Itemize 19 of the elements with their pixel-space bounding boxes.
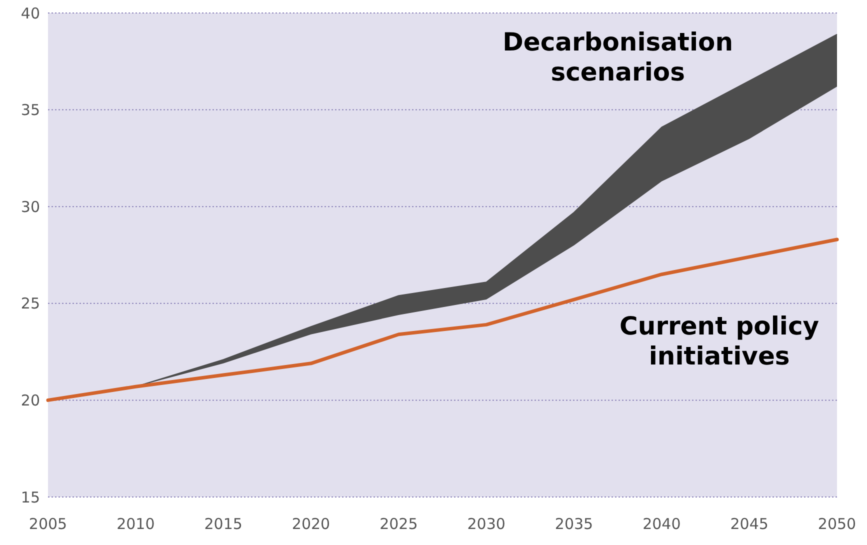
x-tick-label: 2010 — [116, 515, 155, 533]
x-tick-label: 2035 — [554, 515, 594, 533]
y-tick-label: 40 — [20, 4, 40, 22]
y-tick-label: 35 — [20, 101, 40, 120]
x-tick-label: 2030 — [467, 515, 506, 533]
x-tick-label: 2005 — [28, 515, 68, 533]
x-tick-label: 2045 — [730, 515, 768, 533]
y-tick-label: 25 — [20, 294, 40, 313]
x-tick-label: 2025 — [380, 515, 418, 533]
y-tick-label: 15 — [20, 488, 40, 506]
y-tick-label: 20 — [20, 391, 40, 410]
line-series — [46, 238, 839, 402]
x-tick-label: 2050 — [818, 515, 856, 533]
series-label: Current policy initiatives — [620, 311, 820, 370]
y-tick-label: 30 — [20, 198, 40, 216]
x-tick-label: 2040 — [642, 515, 681, 533]
x-tick-label: 2020 — [292, 515, 330, 533]
x-tick-label: 2015 — [204, 515, 242, 533]
series-label: Decarbonisation scenarios — [502, 27, 734, 86]
